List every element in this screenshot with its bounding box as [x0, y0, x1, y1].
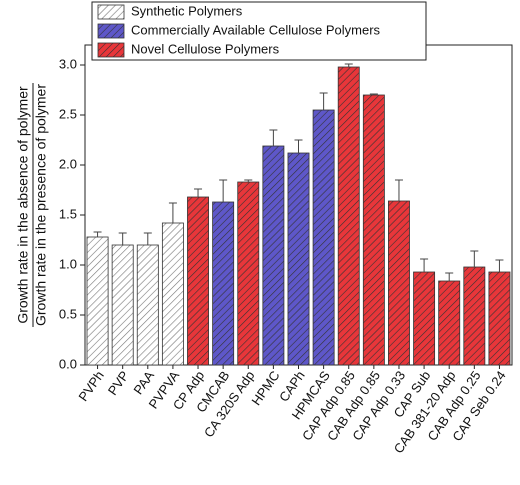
error-bar	[269, 129, 278, 146]
y-tick-label: 2.0	[59, 156, 77, 171]
error-bar	[294, 139, 303, 153]
error-bar	[118, 232, 127, 245]
error-bar	[445, 272, 454, 281]
error-bar	[244, 179, 253, 182]
bar	[312, 109, 335, 366]
bar	[161, 222, 184, 366]
error-bar	[93, 231, 102, 237]
bar	[488, 271, 511, 366]
legend-swatch	[97, 4, 125, 20]
y-tick-label: 1.0	[59, 256, 77, 271]
bar	[388, 200, 410, 366]
legend-swatch	[97, 42, 125, 58]
error-bar	[470, 250, 479, 267]
error-bar	[168, 202, 177, 223]
bar	[237, 181, 260, 366]
legend-label: Novel Cellulose Polymers	[131, 41, 280, 56]
legend-swatch	[97, 23, 125, 39]
bar	[212, 201, 235, 366]
error-bar	[369, 93, 378, 95]
bar	[287, 152, 310, 366]
bar	[111, 244, 134, 366]
bar	[362, 94, 385, 366]
error-bar	[420, 258, 429, 272]
y-axis-title: Growth rate in the absence of polymer Gr…	[15, 83, 49, 327]
bar	[337, 66, 360, 366]
y-label-numerator: Growth rate in the absence of polymer	[15, 86, 31, 324]
error-bar	[194, 188, 203, 197]
bar	[438, 280, 461, 366]
y-tick-label: 2.5	[59, 106, 77, 121]
bar	[413, 271, 436, 366]
bar	[187, 196, 209, 366]
legend-label: Commercially Available Cellulose Polymer…	[131, 22, 381, 37]
y-tick-label: 1.5	[59, 206, 77, 221]
error-bar	[495, 259, 504, 272]
bar	[136, 244, 159, 366]
error-bar	[344, 63, 353, 67]
x-tick-label: PVP	[105, 368, 132, 398]
error-bar	[143, 232, 152, 245]
y-tick-label: 0.0	[59, 356, 77, 371]
legend-label: Synthetic Polymers	[131, 3, 243, 18]
legend-box	[91, 1, 427, 61]
error-bar	[219, 179, 228, 202]
bar	[463, 266, 486, 366]
y-tick-label: 0.5	[59, 306, 77, 321]
y-label-denominator: Growth rate in the presence of polymer	[33, 84, 49, 326]
y-tick-label: 3.0	[59, 56, 77, 71]
error-bar	[319, 92, 328, 110]
x-tick-label: PVPh	[75, 368, 106, 404]
bar	[262, 145, 285, 366]
bar	[86, 236, 109, 366]
error-bar	[394, 179, 403, 201]
